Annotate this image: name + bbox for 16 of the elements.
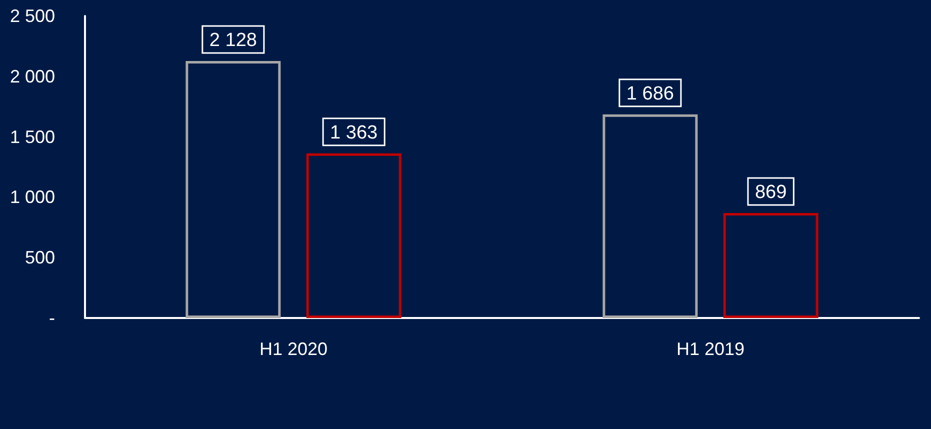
data-label: 869 xyxy=(754,182,787,204)
y-tick-label: - xyxy=(49,308,55,328)
y-tick-label: 1 500 xyxy=(10,126,55,147)
bar xyxy=(723,213,818,318)
y-tick-label: 500 xyxy=(24,248,55,268)
x-tick-label: H1 2019 xyxy=(676,339,745,359)
data-label: 2 128 xyxy=(209,30,257,51)
x-tick-label: H1 2020 xyxy=(259,339,328,359)
data-label: 1 686 xyxy=(626,83,674,104)
data-label: 1 363 xyxy=(330,122,378,144)
y-tick-label: 2 500 xyxy=(10,6,55,26)
bar xyxy=(602,114,698,318)
bar xyxy=(186,60,281,318)
y-tick-label: 2 000 xyxy=(10,66,55,86)
y-tick-label: 1 000 xyxy=(10,187,55,208)
bar xyxy=(306,153,402,318)
